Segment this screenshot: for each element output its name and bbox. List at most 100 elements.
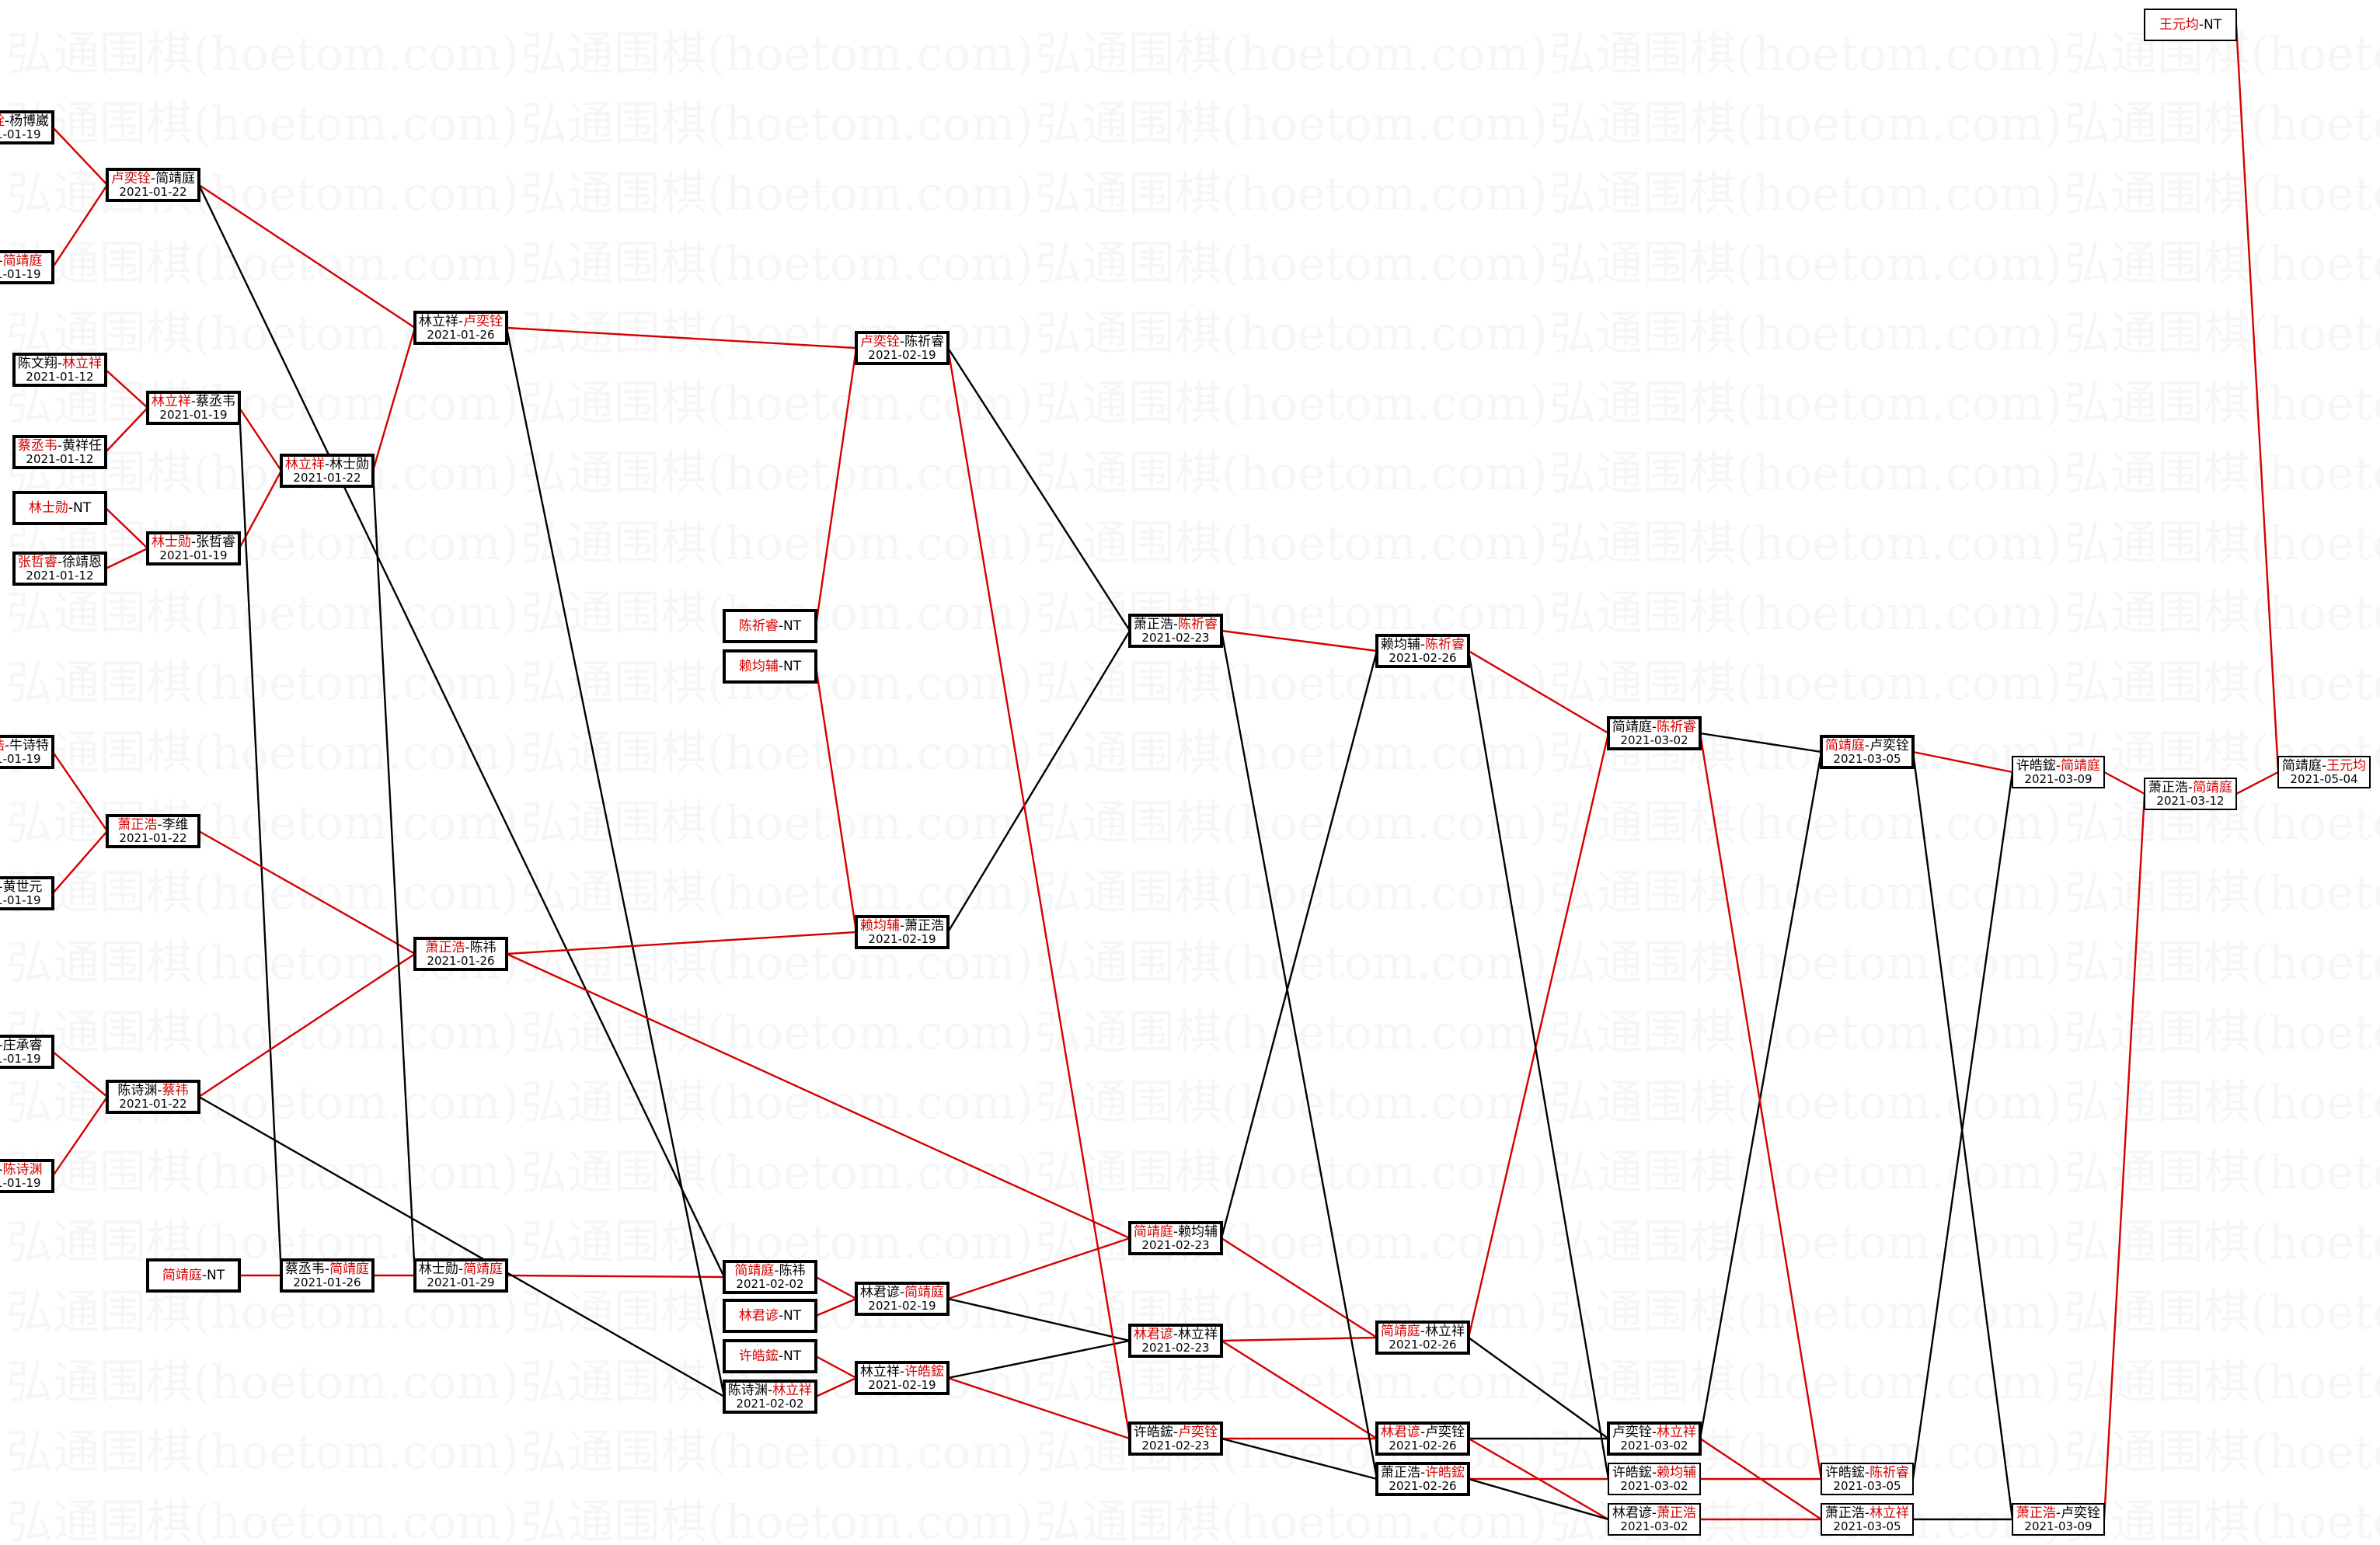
player-name: 林立祥 xyxy=(1657,1425,1696,1440)
watermark-text: 弘通围棋(hoetom.com) xyxy=(2064,97,2380,151)
watermark-text: 弘通围棋(hoetom.com) xyxy=(1549,27,2062,82)
player-name: 林士勋 xyxy=(29,500,68,516)
player-separator: - xyxy=(1652,1505,1657,1521)
player-separator: - xyxy=(57,438,62,454)
watermark-text: 弘通围棋(hoetom.com) xyxy=(6,237,519,291)
player-name: 陈诗渊 xyxy=(3,1162,43,1178)
match-players: 曹祺-简靖庭 xyxy=(0,253,43,269)
watermark-text: 弘通围棋(hoetom.com) xyxy=(521,936,1033,990)
match-date: 2021-03-02 xyxy=(1620,1439,1688,1453)
watermark-text: 弘通围棋(hoetom.com) xyxy=(6,1355,519,1410)
match-box-frame xyxy=(723,1339,817,1373)
connector-win xyxy=(1468,1437,1609,1521)
player-separator: - xyxy=(325,457,329,472)
watermark-text: 弘通围棋(hoetom.com) xyxy=(1549,447,2062,501)
player-separator: - xyxy=(1865,1465,1870,1481)
watermark-text: 弘通围棋(hoetom.com) xyxy=(2064,656,2380,711)
player-name: 王元均 xyxy=(2159,17,2199,33)
player-name: 林君谚 xyxy=(1381,1425,1420,1440)
player-separator: - xyxy=(779,618,783,634)
watermark-text: 弘通围棋(hoetom.com) xyxy=(1035,1495,1548,1545)
watermark-text: 弘通围棋(hoetom.com) xyxy=(6,1495,519,1545)
match-box-frame xyxy=(2144,778,2237,810)
player-separator: - xyxy=(779,1348,783,1364)
connector-win xyxy=(506,931,857,955)
player-name: 林君谚 xyxy=(739,1308,779,1324)
watermark-text: 弘通围棋(hoetom.com) xyxy=(521,27,1033,82)
connector-win xyxy=(198,830,416,955)
match-players: 许皓鋐-陈祈睿 xyxy=(1825,1465,1909,1481)
watermark-text: 弘通围棋(hoetom.com) xyxy=(1549,377,2062,431)
watermark-text: 弘通围棋(hoetom.com) xyxy=(2064,1146,2380,1200)
watermark-text: 弘通围棋(hoetom.com) xyxy=(6,1076,519,1130)
match-box-frame xyxy=(1375,1462,1470,1496)
player-name: NT xyxy=(2204,17,2222,33)
connector-win xyxy=(815,1297,857,1317)
watermark-text: 弘通围棋(hoetom.com) xyxy=(2064,866,2380,920)
watermark-text: 弘通围棋(hoetom.com) xyxy=(1035,97,1548,151)
player-name: 林立祥 xyxy=(285,457,325,472)
match-date: 2021-02-26 xyxy=(1389,1479,1456,1493)
match-date: 2021-03-02 xyxy=(1620,1479,1688,1493)
player-name: NT xyxy=(783,1348,802,1364)
match-box-frame xyxy=(855,915,950,949)
match-box-frame xyxy=(0,735,54,769)
match-box-frame xyxy=(0,250,54,284)
match-players: 林君谚-简靖庭 xyxy=(860,1285,944,1300)
player-name: 张哲睿 xyxy=(196,534,235,550)
match-box-frame xyxy=(280,454,375,488)
watermark-text: 弘通围棋(hoetom.com) xyxy=(2064,1286,2380,1340)
player-separator: - xyxy=(779,659,783,674)
watermark-text: 弘通围棋(hoetom.com) xyxy=(521,97,1033,151)
connector-win xyxy=(1699,732,1823,1480)
connector-win xyxy=(1699,1438,1822,1520)
match-box-frame xyxy=(1375,634,1470,668)
player-separator: - xyxy=(458,314,463,329)
player-name: 蔡丞韦 xyxy=(285,1261,325,1277)
player-separator: - xyxy=(458,1261,463,1277)
match-boxes: 卢奕铨-杨博崴2021-01-19曹祺-简靖庭2021-01-19陈文翔-林立祥… xyxy=(0,9,2371,1536)
match-date: 2021-03-05 xyxy=(1833,1479,1901,1493)
player-name: 林士勋 xyxy=(419,1261,458,1277)
connector-win xyxy=(52,1051,108,1098)
player-name: 简靖庭 xyxy=(734,1263,774,1279)
watermark-text: 弘通围棋(hoetom.com) xyxy=(1035,726,1548,781)
connector-loss xyxy=(1468,1337,1609,1439)
player-separator: - xyxy=(465,940,469,955)
match-players: 陈祈睿-NT xyxy=(739,618,802,634)
watermark-text: 弘通围棋(hoetom.com) xyxy=(6,726,519,781)
match-players: 陈诗渊-林立祥 xyxy=(728,1383,812,1398)
player-name: 陈祈睿 xyxy=(1425,637,1465,652)
match-players: 卢奕铨-杨博崴 xyxy=(0,113,49,129)
player-separator: - xyxy=(0,1038,3,1053)
match-box-frame xyxy=(280,1258,375,1293)
watermark-text: 弘通围棋(hoetom.com) xyxy=(1549,1146,2062,1200)
player-separator: - xyxy=(900,918,904,934)
match-date: 2021-02-23 xyxy=(1141,1439,1209,1453)
match-box-frame xyxy=(855,331,950,365)
match-date: 2021-05-04 xyxy=(2290,772,2357,786)
match-players: 许皓鋐-简靖庭 xyxy=(2016,758,2100,774)
connector-loss xyxy=(197,184,726,1278)
match-box-frame xyxy=(146,391,241,425)
match-date: 2021-03-05 xyxy=(1833,752,1901,766)
match-date: 2021-03-09 xyxy=(2024,1519,2092,1533)
player-name: NT xyxy=(783,618,802,634)
match-box-frame xyxy=(723,1380,817,1414)
match-date: 2021-02-23 xyxy=(1141,1341,1209,1355)
player-name: NT xyxy=(783,1308,802,1324)
player-separator: - xyxy=(325,1261,329,1277)
match-date: 2021-01-26 xyxy=(427,954,494,968)
player-separator: - xyxy=(900,334,904,350)
player-name: 林君谚 xyxy=(860,1285,900,1300)
match-box-frame xyxy=(1821,1463,1914,1495)
match-box-frame xyxy=(723,1299,817,1333)
